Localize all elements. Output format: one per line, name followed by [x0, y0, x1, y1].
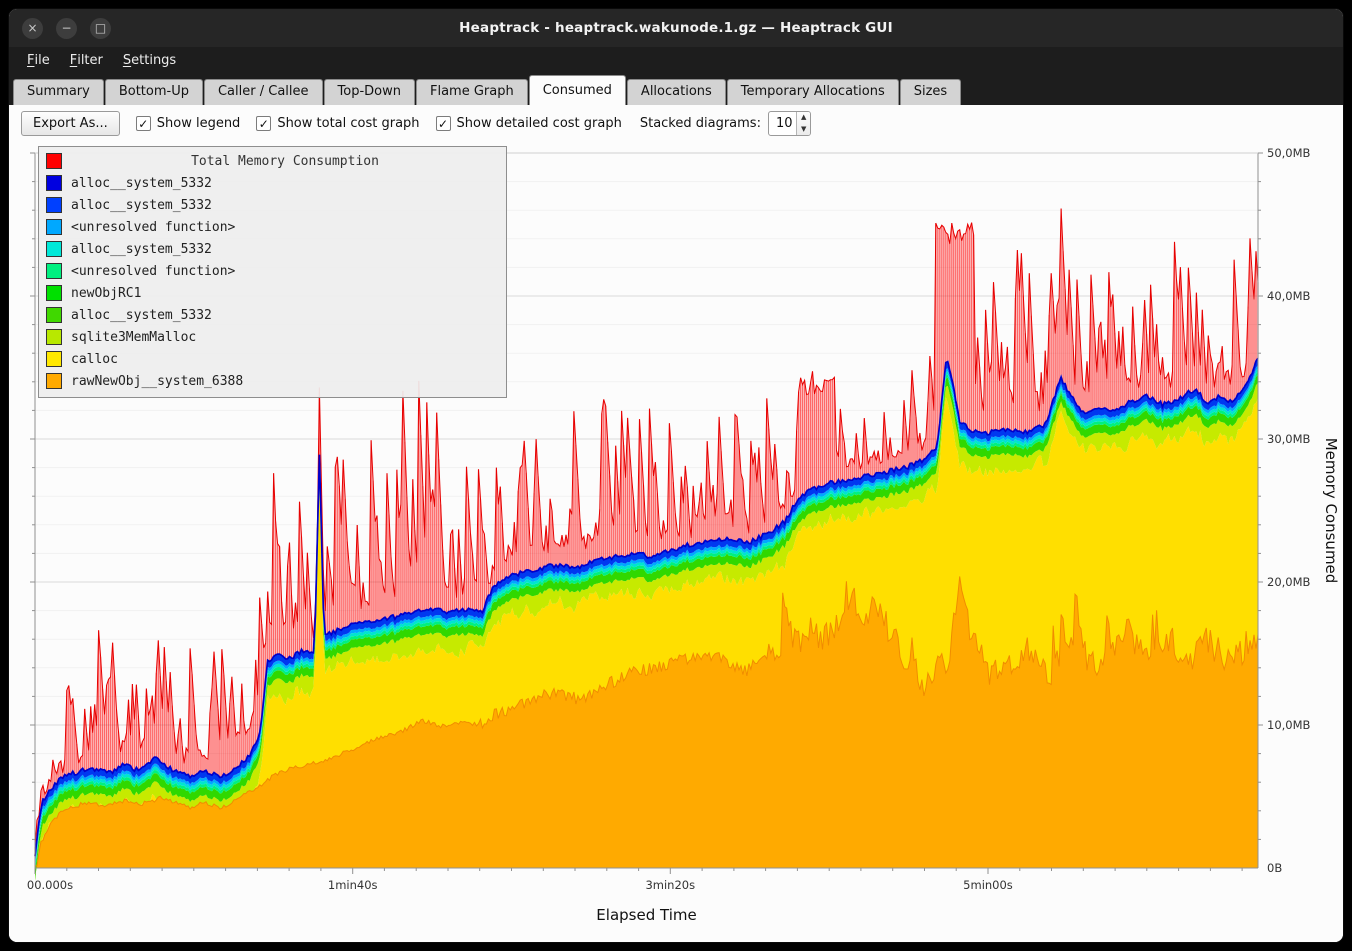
svg-text:20,0MB: 20,0MB — [1267, 575, 1311, 589]
checkbox-group: ✓ Show legend ✓ Show total cost graph ✓ Show … — [135, 116, 622, 131]
stacked-diagrams-label: Stacked diagrams: — [639, 116, 761, 131]
legend-label: newObjRC1 — [71, 285, 142, 301]
checkbox-label: Show total cost graph — [277, 116, 420, 131]
svg-text:5min00s: 5min00s — [963, 878, 1013, 892]
memory-consumption-chart[interactable]: 0B 10,0MB 20,0MB 30,0MB 40,0MB 50,0MB 00.000s 1… — [9, 142, 1344, 943]
tab-flame-graph[interactable]: Flame Graph — [415, 79, 528, 105]
legend-row: sqlite3MemMalloc — [46, 326, 499, 348]
spin-down-icon[interactable]: ▼ — [800, 124, 807, 133]
svg-text:30,0MB: 30,0MB — [1267, 432, 1311, 446]
legend-swatch — [46, 285, 62, 301]
legend-label: <unresolved function> — [71, 219, 236, 235]
legend-swatch — [46, 373, 62, 389]
legend-label: rawNewObj__system_6388 — [71, 373, 244, 389]
series-yellow — [35, 397, 1258, 866]
svg-text:10,0MB: 10,0MB — [1267, 718, 1311, 732]
legend-row: alloc__system_5332 — [46, 194, 499, 216]
legend-swatch — [46, 263, 62, 279]
legend-label: sqlite3MemMalloc — [71, 329, 197, 345]
svg-text:Elapsed Time: Elapsed Time — [596, 906, 696, 924]
legend-title: Total Memory Consumption — [191, 153, 379, 169]
tab-sizes[interactable]: Sizes — [899, 79, 962, 105]
stacked-diagrams-spinbox[interactable]: 10 ▲ ▼ — [767, 111, 812, 136]
tab-bar: Summary Bottom-Up Caller / Callee Top-Down F… — [9, 74, 1343, 105]
series-green — [35, 374, 1258, 881]
legend-label: alloc__system_5332 — [71, 241, 212, 257]
checkbox-show-legend[interactable]: ✓ Show legend — [135, 116, 241, 131]
legend-swatch-total — [46, 153, 62, 169]
svg-text:0B: 0B — [1267, 861, 1282, 875]
svg-text:Memory Consumed: Memory Consumed — [1322, 438, 1340, 584]
chart-region: 0B 10,0MB 20,0MB 30,0MB 40,0MB 50,0MB 00.000s 1… — [9, 142, 1344, 943]
checkbox-label: Show legend — [156, 116, 241, 131]
legend-label: alloc__system_5332 — [71, 175, 212, 191]
checkbox-show-total-cost-graph[interactable]: ✓ Show total cost graph — [256, 116, 420, 131]
svg-text:50,0MB: 50,0MB — [1267, 146, 1311, 160]
checkbox-show-detailed-cost-graph[interactable]: ✓ Show detailed cost graph — [435, 116, 622, 131]
window-controls: × − □ — [22, 9, 111, 47]
legend-swatch — [46, 175, 62, 191]
legend-swatch — [46, 329, 62, 345]
checkbox-check-icon[interactable]: ✓ — [435, 116, 451, 131]
checkbox-check-icon[interactable]: ✓ — [256, 116, 272, 131]
legend-label: alloc__system_5332 — [71, 307, 212, 323]
legend-swatch — [46, 219, 62, 235]
legend-row: rawNewObj__system_6388 — [46, 370, 499, 392]
legend-row: <unresolved function> — [46, 216, 499, 238]
spinbox-value: 10 — [775, 116, 793, 131]
checkbox-check-icon[interactable]: ✓ — [135, 116, 151, 131]
series-red-outline — [34, 208, 1259, 848]
legend-row: newObjRC1 — [46, 282, 499, 304]
series-blue-outline — [34, 357, 1259, 857]
legend-row: alloc__system_5332 — [46, 304, 499, 326]
toolbar: Export As... ✓ Show legend ✓ Show total cos… — [9, 105, 1343, 142]
legend-swatch — [46, 241, 62, 257]
legend-label: <unresolved function> — [71, 263, 236, 279]
tab-caller-callee[interactable]: Caller / Callee — [203, 79, 323, 105]
spin-up-icon[interactable]: ▲ — [800, 113, 807, 121]
window-title: Heaptrack - heaptrack.wakunode.1.gz — He… — [459, 20, 893, 36]
titlebar: × − □ Heaptrack - heaptrack.wakunode.1.gz … — [9, 9, 1343, 47]
legend-swatch — [46, 351, 62, 367]
chart-legend: Total Memory Consumption alloc__system_53… — [38, 146, 507, 398]
checkbox-label: Show detailed cost graph — [456, 116, 622, 131]
tab-allocations[interactable]: Allocations — [626, 79, 726, 105]
minimize-button[interactable]: − — [56, 17, 77, 39]
export-as-button[interactable]: Export As... — [21, 111, 120, 136]
tab-temporary-allocations[interactable]: Temporary Allocations — [726, 79, 899, 105]
legend-swatch — [46, 197, 62, 213]
svg-text:40,0MB: 40,0MB — [1267, 289, 1311, 303]
legend-row: calloc — [46, 348, 499, 370]
svg-text:00.000s: 00.000s — [27, 878, 73, 892]
svg-text:1min40s: 1min40s — [328, 878, 378, 892]
series-orange-outline — [35, 576, 1259, 867]
legend-swatch — [46, 307, 62, 323]
legend-row: alloc__system_5332 — [46, 172, 499, 194]
series-yellowgreen — [35, 382, 1258, 881]
legend-title-row: Total Memory Consumption — [46, 150, 499, 172]
svg-text:3min20s: 3min20s — [645, 878, 695, 892]
close-button[interactable]: × — [22, 17, 43, 39]
series-orange — [35, 576, 1258, 868]
legend-label: alloc__system_5332 — [71, 197, 212, 213]
legend-row: <unresolved function> — [46, 260, 499, 282]
legend-label: calloc — [71, 351, 118, 367]
tab-consumed[interactable]: Consumed — [528, 75, 626, 105]
tab-top-down[interactable]: Top-Down — [323, 79, 415, 105]
tab-summary[interactable]: Summary — [13, 79, 104, 105]
app-window: × − □ Heaptrack - heaptrack.wakunode.1.gz … — [8, 8, 1344, 943]
spinbox-arrows: ▲ ▼ — [795, 112, 811, 135]
tab-bottom-up[interactable]: Bottom-Up — [104, 79, 203, 105]
legend-row: alloc__system_5332 — [46, 238, 499, 260]
maximize-button[interactable]: □ — [90, 17, 111, 39]
